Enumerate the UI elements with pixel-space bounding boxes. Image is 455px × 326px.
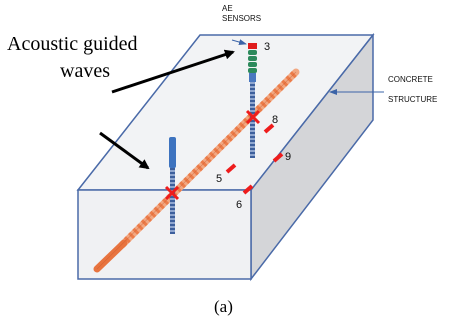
concrete-block — [76, 32, 375, 282]
ae-label-pointer — [231, 39, 247, 45]
marker-cross-left — [164, 185, 180, 201]
block-front-face — [77, 189, 252, 280]
sensor-label-9: 9 — [285, 151, 291, 163]
rebar-outline — [96, 71, 297, 270]
sensor-label-8: 8 — [272, 114, 278, 126]
sensor-label-6: 6 — [236, 199, 242, 211]
concrete-annotation: CONCRETE STRUCTURE — [329, 75, 437, 104]
ae-sensors-annotation: AE SENSORS — [222, 4, 261, 45]
sensor-6-mark — [242, 184, 254, 195]
sensor-label-3: 3 — [264, 41, 270, 53]
left-vertical-probe — [169, 137, 176, 234]
ae-sensor-stack-3 — [248, 62, 257, 67]
acoustic-label-line1: Acoustic guided — [7, 33, 138, 55]
ae-label-line2: SENSORS — [222, 14, 261, 23]
sensor-5-mark — [225, 163, 237, 174]
sensor-number-labels: 3 8 9 5 6 — [216, 41, 291, 211]
crossing-markers — [164, 109, 261, 201]
ae-sensor-stack-1 — [248, 50, 257, 55]
ae-sensor-head — [248, 43, 257, 49]
ae-label-line1: AE — [222, 4, 233, 13]
arrow-to-probe — [99, 131, 150, 170]
rebar — [93, 68, 300, 273]
sensor-9-mark — [272, 152, 284, 163]
marker-cross-right — [245, 109, 261, 125]
concrete-label-line2: STRUCTURE — [388, 95, 437, 104]
side-sensors — [225, 123, 284, 195]
sensor-label-5: 5 — [216, 173, 222, 185]
ae-sensor-stack-2 — [248, 56, 257, 61]
ae-sensor-body — [249, 73, 256, 82]
ae-sensor-stack-4 — [248, 68, 257, 73]
left-probe-solid — [169, 137, 176, 168]
arrow-to-sensor — [111, 49, 235, 94]
figure-caption: (a) — [214, 297, 233, 316]
sensor-8-mark — [263, 123, 275, 134]
concrete-label-line1: CONCRETE — [388, 75, 433, 84]
left-probe-dashed — [170, 166, 175, 234]
acoustic-annotation: Acoustic guided waves — [7, 33, 235, 170]
acoustic-label-line2: waves — [60, 60, 110, 82]
